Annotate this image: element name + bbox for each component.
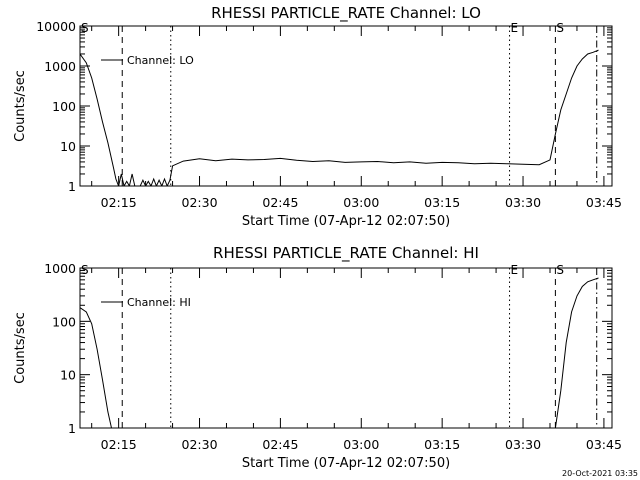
x-axis-label: Start Time (07-Apr-12 02:07:50) xyxy=(242,214,450,229)
y-tick-label: 10 xyxy=(60,139,76,154)
chart-title: RHESSI PARTICLE_RATE Channel: LO xyxy=(211,4,481,23)
y-tick-label: 10 xyxy=(60,368,76,383)
y-axis-label: Counts/sec xyxy=(13,312,28,384)
x-tick-label: 03:15 xyxy=(424,437,460,452)
y-tick-label: 100 xyxy=(52,99,76,114)
y-tick-label: 100 xyxy=(52,314,76,329)
x-tick-label: 03:30 xyxy=(505,195,541,210)
y-tick-label: 1 xyxy=(68,421,76,436)
plot-frame xyxy=(79,267,613,429)
x-tick-label: 02:45 xyxy=(262,437,298,452)
x-tick-label: 02:30 xyxy=(182,437,218,452)
x-tick-label: 02:15 xyxy=(101,195,137,210)
edge-label: S xyxy=(81,21,89,35)
timestamp: 20-Oct-2021 03:35 xyxy=(562,469,638,478)
legend-entry: Channel: LO xyxy=(127,54,194,67)
y-tick-label: 10000 xyxy=(36,19,76,34)
x-tick-label: 02:45 xyxy=(262,195,298,210)
chart-title: RHESSI PARTICLE_RATE Channel: HI xyxy=(213,244,479,263)
edge-label: S xyxy=(81,263,89,277)
series-line-0 xyxy=(80,277,599,428)
y-tick-label: 1000 xyxy=(44,59,76,74)
event-label: E xyxy=(511,263,519,277)
x-tick-label: 03:00 xyxy=(343,437,379,452)
x-axis-label: Start Time (07-Apr-12 02:07:50) xyxy=(242,456,450,471)
x-tick-label: 02:30 xyxy=(182,195,218,210)
legend-entry: Channel: HI xyxy=(127,296,191,309)
series-line-0 xyxy=(80,49,599,186)
x-tick-label: 03:15 xyxy=(424,195,460,210)
x-tick-label: 03:00 xyxy=(343,195,379,210)
y-axis-label: Counts/sec xyxy=(13,70,28,142)
x-tick-label: 03:45 xyxy=(586,437,622,452)
y-tick-label: 1 xyxy=(68,179,76,194)
event-label: S xyxy=(556,21,564,35)
y-tick-label: 1000 xyxy=(44,261,76,276)
x-tick-label: 03:30 xyxy=(505,437,541,452)
x-tick-label: 03:45 xyxy=(586,195,622,210)
event-label: E xyxy=(511,21,519,35)
event-label: S xyxy=(556,263,564,277)
x-tick-label: 02:15 xyxy=(101,437,137,452)
